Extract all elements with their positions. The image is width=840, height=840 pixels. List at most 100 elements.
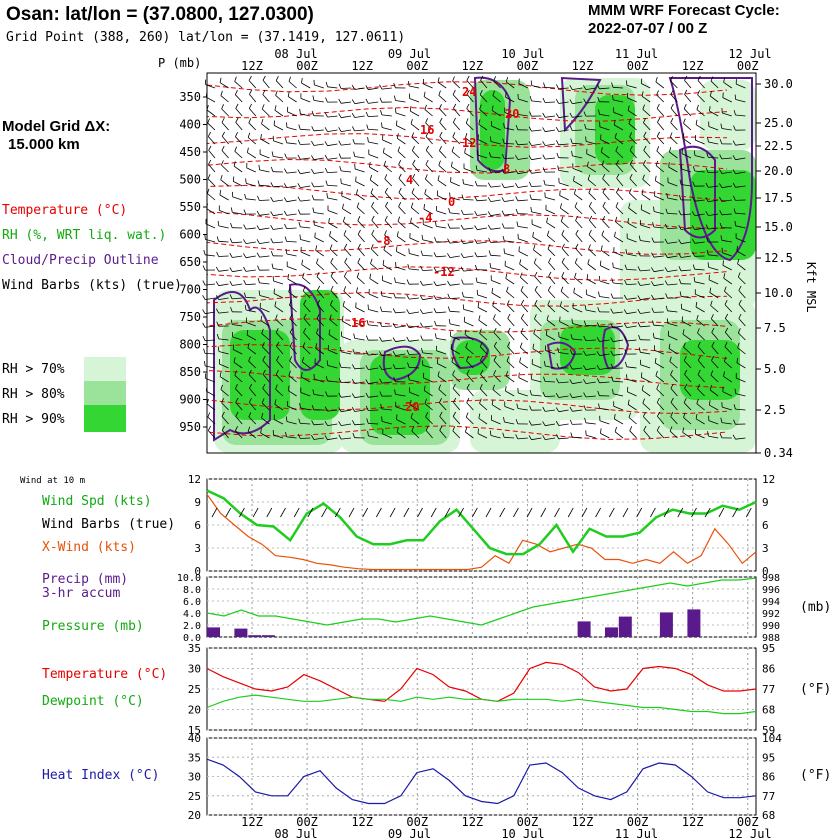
- wind-barb: [261, 417, 270, 425]
- wind-barb: [667, 322, 678, 327]
- time-tick-label-bottom: 12Z: [241, 815, 263, 829]
- wind-barb: [600, 433, 610, 439]
- wind-barb: [436, 297, 447, 300]
- wind-barb: [558, 170, 569, 173]
- wind-barb: [261, 333, 270, 341]
- wind-barb: [368, 395, 379, 398]
- wind-barb: [708, 420, 719, 425]
- wind-barb: [327, 185, 338, 187]
- wind-barb-feather: [243, 224, 247, 230]
- wind-barb-feather: [450, 344, 453, 350]
- wind-barb: [327, 115, 338, 118]
- wind-barb-feather: [651, 237, 655, 243]
- wind-barb: [643, 136, 651, 145]
- wind-barb: [259, 295, 270, 299]
- wind-barb: [694, 170, 705, 173]
- wind-barb: [477, 154, 488, 159]
- wind-barb: [724, 290, 733, 299]
- wind-barb: [274, 305, 284, 313]
- wind-barb: [381, 381, 392, 384]
- wind-barb: [259, 282, 270, 285]
- wind-barb: [531, 171, 542, 174]
- wind-barb-feather: [352, 420, 355, 425]
- wind-barb: [218, 269, 229, 272]
- wind-barb: [303, 318, 311, 327]
- wind-barb-feather: [328, 329, 331, 335]
- wind-barb: [313, 171, 324, 174]
- wind-barb: [493, 80, 501, 89]
- wind-barb-feather: [543, 179, 546, 186]
- wind-barb-feather: [532, 232, 534, 238]
- wind-barb: [600, 265, 610, 271]
- wind-barb-feather: [710, 314, 714, 319]
- wind-barb: [669, 136, 678, 145]
- wind-barb-feather: [385, 201, 389, 207]
- wind-barb-feather: [203, 249, 206, 255]
- wind-barb: [245, 198, 256, 201]
- temperature-tick-label-f: 68: [762, 704, 775, 717]
- wind-barb: [452, 374, 461, 383]
- surface-wind-barb: [239, 507, 245, 518]
- wind-barb: [695, 306, 705, 313]
- wind-barb-feather: [325, 97, 328, 103]
- wind-barb-feather: [515, 140, 519, 145]
- wind-barb: [694, 155, 705, 159]
- wind-barb-feather: [488, 250, 491, 256]
- wind-barb: [722, 112, 732, 117]
- wind-barb: [599, 339, 610, 342]
- wind-barb: [314, 363, 324, 369]
- wind-barb-feather: [683, 412, 686, 418]
- wind-barb-feather: [425, 425, 429, 431]
- wind-barb: [735, 99, 746, 103]
- wind-barb-feather: [545, 330, 548, 336]
- wind-barb: [341, 395, 352, 398]
- wind-barb: [599, 126, 610, 131]
- wind-barb: [545, 184, 556, 187]
- wind-barb: [286, 436, 297, 439]
- wind-barb: [439, 150, 447, 159]
- wind-barb-feather: [597, 96, 600, 102]
- wind-barb-feather: [379, 391, 383, 397]
- surface-wind-barb: [403, 507, 410, 518]
- wind-barb-feather: [732, 434, 736, 440]
- wind-barb: [669, 361, 678, 369]
- wind-barb: [572, 381, 583, 385]
- wind-barb-feather: [439, 398, 442, 403]
- wind-barb-feather: [738, 313, 742, 319]
- wind-barb: [451, 361, 461, 369]
- wind-barb: [232, 269, 243, 273]
- wind-barb: [327, 86, 338, 89]
- wind-barb-feather: [311, 182, 315, 188]
- wind-barb: [572, 395, 583, 399]
- wind-barb-feather: [547, 244, 551, 249]
- wind-barb-feather: [654, 175, 657, 181]
- wind-barb-feather: [365, 379, 369, 384]
- wind-barb-feather: [529, 194, 532, 200]
- wind-barb: [694, 241, 705, 244]
- temperature-contour-label: 4: [406, 173, 413, 187]
- wind-barb-feather: [719, 433, 723, 439]
- surface-wind-barb: [252, 507, 259, 518]
- wind-barb-feather: [301, 372, 303, 378]
- wind-barb: [626, 366, 637, 369]
- wind-barb: [344, 262, 352, 271]
- wind-barb: [289, 318, 297, 327]
- wind-barb: [398, 192, 406, 201]
- wind-barb-feather: [369, 174, 372, 181]
- wind-barb: [588, 206, 597, 215]
- wind-barb: [629, 430, 637, 439]
- wind-barb-feather: [506, 300, 510, 305]
- wind-barb: [409, 392, 420, 397]
- wind-barb: [395, 353, 406, 356]
- wind-barb: [627, 110, 637, 117]
- wind-barb: [436, 311, 447, 314]
- wind-barb-feather: [569, 99, 573, 104]
- wind-barb: [235, 108, 243, 117]
- wind-barb: [437, 375, 447, 383]
- wind-barb: [626, 85, 637, 89]
- wind-barb: [465, 137, 474, 145]
- wind-barb: [614, 418, 624, 425]
- wind-barb-feather: [330, 285, 334, 291]
- wind-barb: [722, 265, 732, 271]
- wind-barb: [708, 185, 719, 188]
